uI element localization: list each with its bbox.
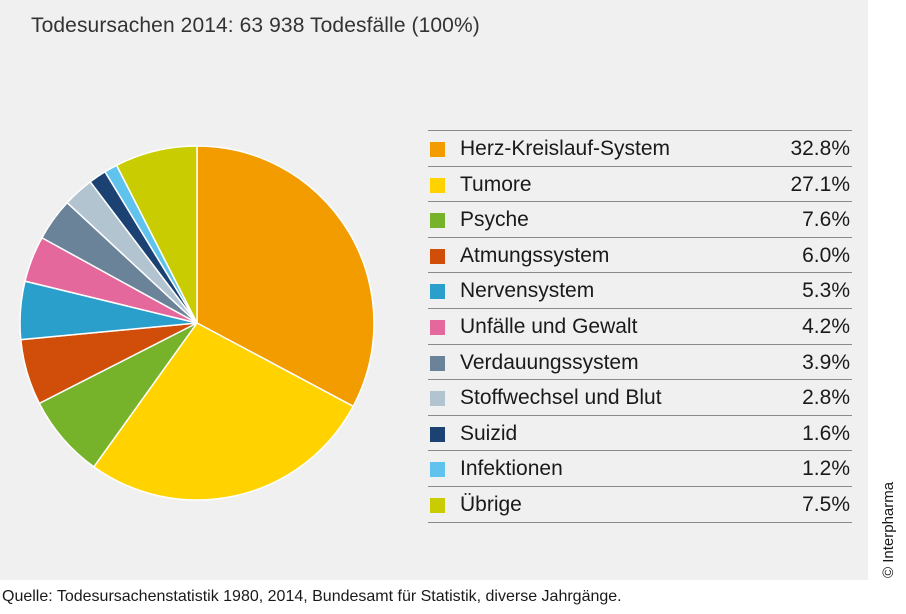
legend-value: 32.8% — [790, 137, 850, 160]
legend-swatch — [430, 462, 445, 478]
pie-chart — [19, 145, 375, 501]
chart-panel: Todesursachen 2014: 63 938 Todesfälle (1… — [0, 0, 868, 580]
legend-swatch — [430, 426, 445, 442]
legend-swatch — [430, 319, 445, 335]
legend-swatch — [430, 497, 445, 513]
legend-label: Verdauungssystem — [460, 350, 639, 374]
legend-label: Herz-Kreislauf-System — [460, 137, 671, 160]
legend-value: 1.2% — [802, 457, 850, 481]
legend-value: 27.1% — [790, 172, 850, 196]
legend-value: 7.5% — [802, 492, 850, 516]
legend-row: Infektionen 1.2% — [428, 451, 852, 487]
legend-row: Atmungssystem 6.0% — [428, 238, 852, 274]
pie-slice-1 — [196, 145, 375, 408]
legend-swatch — [430, 213, 445, 229]
pie-slice-2 — [92, 322, 355, 501]
chart-title: Todesursachen 2014: 63 938 Todesfälle (1… — [31, 14, 480, 37]
legend-value: 6.0% — [802, 243, 850, 267]
legend-swatch — [430, 142, 445, 157]
legend-row: Verdauungssystem 3.9% — [428, 345, 852, 381]
legend-swatch — [430, 355, 445, 371]
legend-label: Nervensystem — [460, 279, 595, 303]
legend-value: 4.2% — [802, 314, 850, 338]
legend-row: Stoffwechsel und Blut 2.8% — [428, 380, 852, 416]
legend-swatch — [430, 391, 445, 407]
legend-label: Psyche — [460, 208, 529, 232]
legend-row: Tumore 27.1% — [428, 167, 852, 203]
legend-swatch — [430, 284, 445, 300]
legend-swatch — [430, 248, 445, 264]
legend-label: Atmungssystem — [460, 243, 610, 267]
legend-row: Psyche 7.6% — [428, 202, 852, 238]
legend-value: 2.8% — [802, 386, 850, 410]
legend-label: Infektionen — [460, 457, 563, 481]
legend: Herz-Kreislauf-System 32.8% Tumore 27.1% Psy… — [428, 130, 852, 523]
source-note: Quelle: Todesursachenstatistik 1980, 201… — [2, 588, 622, 605]
legend-label: Tumore — [460, 172, 532, 196]
legend-value: 7.6% — [802, 208, 850, 232]
legend-label: Suizid — [460, 421, 518, 445]
legend-value: 5.3% — [802, 279, 850, 303]
legend-swatch — [430, 177, 445, 193]
legend-row: Übrige 7.5% — [428, 487, 852, 523]
pie-slice-11 — [115, 145, 198, 324]
legend-row: Suizid 1.6% — [428, 416, 852, 452]
legend-label: Stoffwechsel und Blut — [460, 386, 662, 410]
legend-row: Nervensystem 5.3% — [428, 273, 852, 309]
legend-value: 3.9% — [802, 350, 850, 374]
legend-value: 1.6% — [802, 421, 850, 445]
legend-row: Herz-Kreislauf-System 32.8% — [428, 131, 852, 167]
copyright-note: © Interpharma — [880, 481, 897, 578]
legend-label: Unfälle und Gewalt — [460, 314, 638, 338]
legend-label: Übrige — [460, 492, 522, 516]
legend-row: Unfälle und Gewalt 4.2% — [428, 309, 852, 345]
